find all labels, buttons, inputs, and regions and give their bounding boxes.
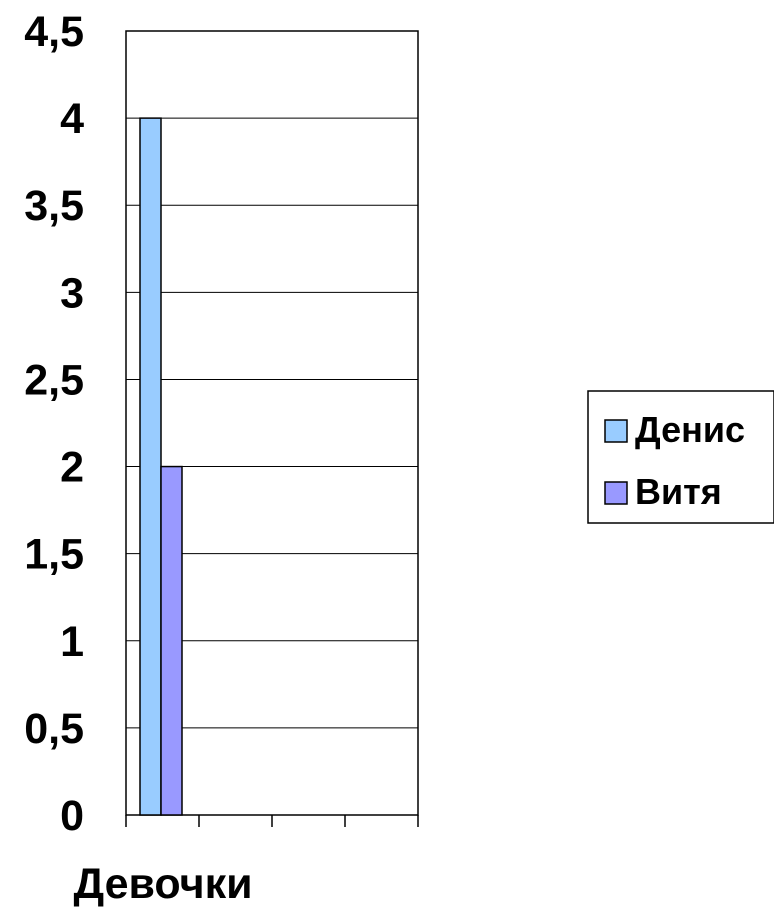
y-tick-label: 2,5 [24, 356, 84, 404]
y-tick-label: 0,5 [24, 705, 84, 753]
y-tick-label: 1,5 [24, 531, 84, 579]
x-axis [125, 815, 419, 827]
legend: Денис Витя [587, 390, 774, 524]
legend-label-vitya: Витя [635, 471, 722, 512]
y-axis: 0 0,5 1 1,5 2 2,5 3 3,5 4 4,5 [24, 8, 84, 840]
legend-swatch-denis [604, 419, 628, 443]
y-tick-label: 4 [60, 95, 84, 143]
bars [139, 117, 183, 816]
y-tick-label: 4,5 [24, 8, 84, 56]
x-axis-label: Девочки [73, 860, 252, 908]
legend-label-denis: Денис [635, 409, 745, 450]
y-tick-label: 1 [60, 618, 84, 666]
bar-denis [139, 117, 162, 816]
y-tick-label: 3,5 [24, 182, 84, 230]
y-tick-label: 2 [60, 444, 84, 492]
bar-vitya [160, 465, 183, 816]
y-tick-label: 0 [60, 792, 84, 840]
legend-swatch-vitya [604, 481, 628, 505]
y-tick-label: 3 [60, 269, 84, 317]
